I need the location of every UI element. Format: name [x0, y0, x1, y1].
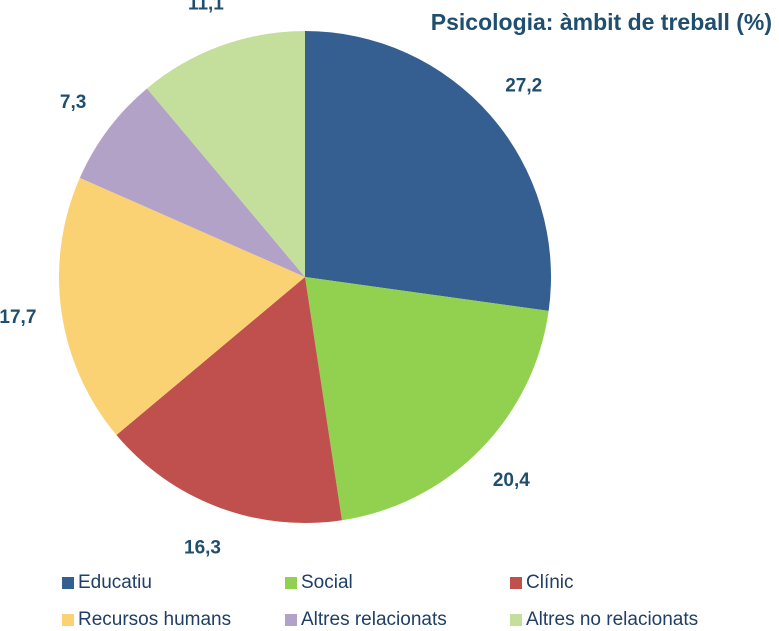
legend-swatch [510, 614, 522, 626]
legend-label: Social [301, 572, 353, 593]
pie-slice [305, 277, 549, 521]
data-label: 16,3 [184, 537, 221, 558]
data-label: 7,3 [60, 92, 86, 113]
legend-swatch [285, 577, 297, 589]
legend-swatch [62, 577, 74, 589]
data-label: 20,4 [493, 470, 530, 491]
data-label: 27,2 [505, 76, 542, 97]
legend-label: Altres no relacionats [526, 609, 698, 630]
legend-label: Educatiu [78, 572, 152, 593]
legend-label: Altres relacionats [301, 609, 447, 630]
pie-slice [79, 88, 305, 277]
pie-slice [147, 31, 305, 277]
pie-slice [116, 277, 342, 523]
data-label: 11,1 [188, 0, 224, 14]
chart-title: Psicologia: àmbit de treball (%) [431, 9, 772, 35]
legend-swatch [62, 614, 74, 626]
data-label: 17,7 [0, 307, 36, 328]
legend-label: Clínic [526, 572, 574, 593]
legend-swatch [510, 577, 522, 589]
legend-swatch [285, 614, 297, 626]
pie-slice [59, 177, 305, 435]
legend-label: Recursos humans [78, 609, 231, 630]
pie-slice [305, 31, 552, 311]
